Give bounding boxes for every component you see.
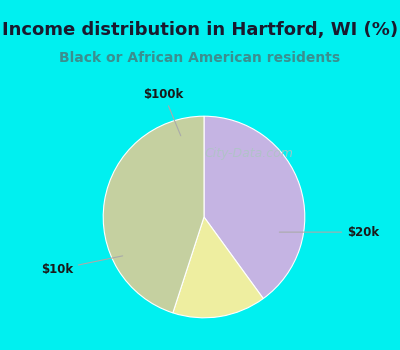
Text: Income distribution in Hartford, WI (%): Income distribution in Hartford, WI (%) — [2, 21, 398, 39]
Text: $20k: $20k — [279, 226, 379, 239]
Wedge shape — [204, 116, 305, 299]
Text: Black or African American residents: Black or African American residents — [60, 51, 340, 65]
Wedge shape — [103, 116, 204, 313]
Wedge shape — [173, 217, 263, 318]
Text: City-Data.com: City-Data.com — [205, 147, 294, 161]
Text: $100k: $100k — [144, 88, 184, 136]
Text: $10k: $10k — [41, 256, 123, 276]
